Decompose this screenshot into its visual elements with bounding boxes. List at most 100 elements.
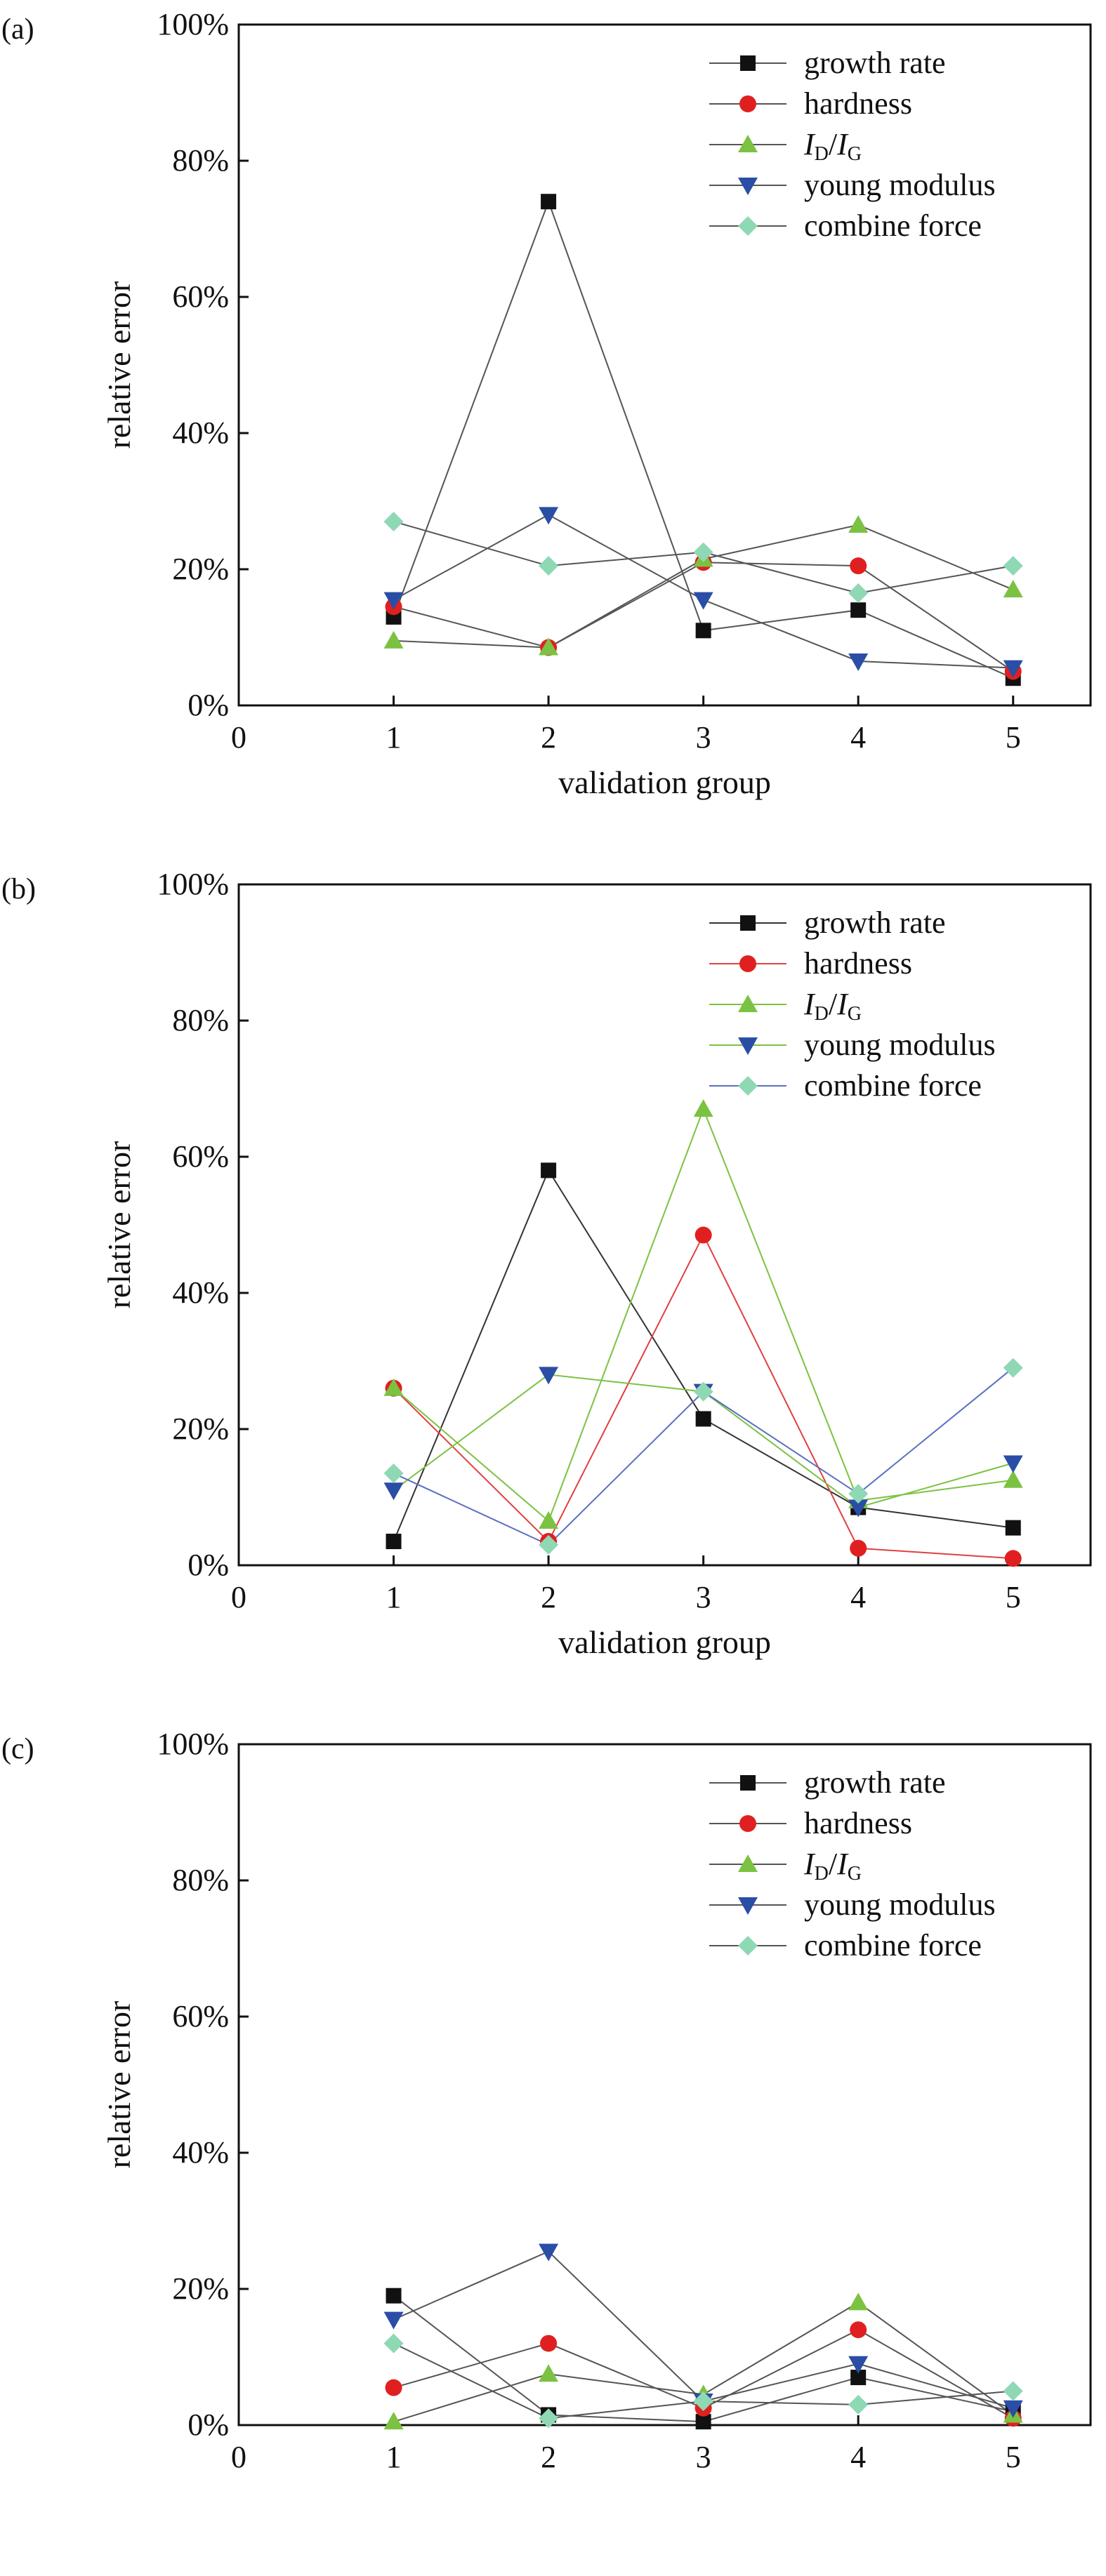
y-tick-label: 40% (172, 1275, 229, 1310)
legend-marker (738, 178, 758, 195)
x-tick-label: 5 (1006, 2440, 1021, 2474)
data-point (383, 1482, 404, 1501)
x-tick-label: 0 (231, 2440, 246, 2474)
data-point (540, 2335, 558, 2352)
legend-label: combine force (804, 1928, 982, 1963)
data-point (539, 2408, 559, 2429)
y-tick-label: 80% (172, 143, 229, 178)
legend-marker (739, 1815, 756, 1832)
data-point (539, 1367, 559, 1385)
data-point (383, 1463, 404, 1484)
data-point (850, 2370, 867, 2386)
data-point (385, 2379, 402, 2396)
y-tick-label: 100% (157, 1727, 229, 1761)
chart-svg-a: (a) 0% 20% 40% 60% 80% 100% 0 1 2 3 4 5 validation gr… (1, 7, 1092, 800)
legend-marker (738, 216, 758, 236)
data-point (694, 1226, 712, 1244)
data-point (848, 2394, 869, 2415)
data-point (383, 592, 404, 610)
legend-marker (738, 1037, 758, 1055)
data-point (1003, 1357, 1023, 1378)
y-tick-label: 60% (172, 1999, 229, 2033)
y-tick-label: 0% (187, 1548, 229, 1582)
legend-label: young modulus (804, 1028, 996, 1062)
y-tick-label: 100% (157, 7, 229, 41)
x-tick-label: 3 (696, 1580, 711, 1614)
series-line (393, 2250, 1014, 2409)
data-point (850, 557, 867, 575)
y-axis-label: relative error (101, 281, 137, 449)
data-point (1003, 2381, 1023, 2401)
y-tick-label: 60% (172, 279, 229, 314)
data-point (695, 2414, 711, 2430)
series-line (393, 1169, 1013, 1542)
legend-label: hardness (804, 946, 912, 981)
data-point (383, 2311, 404, 2330)
plot-frame (237, 23, 1092, 707)
x-tick-label: 0 (231, 1580, 246, 1614)
y-tick-label: 40% (172, 2135, 229, 2170)
y-tick-label: 60% (172, 1139, 229, 1174)
y-axis-label: relative error (101, 2001, 137, 2169)
chart-svg-b: (b) 0% 20% 40% 60% 80% 100% 0 1 2 3 4 5 validation gr… (1, 867, 1092, 1660)
panel-label: (c) (1, 1733, 34, 1765)
legend-label: growth rate (804, 1765, 946, 1800)
data-point (848, 1484, 869, 1504)
x-tick-label: 4 (850, 1580, 866, 1614)
data-point (539, 507, 559, 525)
data-point (693, 1099, 713, 1117)
data-point (1003, 580, 1023, 598)
data-point (848, 2356, 869, 2374)
legend-marker (738, 1897, 758, 1915)
x-axis-label: validation group (558, 1624, 771, 1660)
x-tick-label: 1 (386, 720, 402, 755)
data-point (693, 542, 713, 562)
y-tick-label: 80% (172, 1863, 229, 1897)
data-point (693, 2391, 713, 2412)
data-point (695, 1411, 711, 1427)
legend-marker (739, 955, 756, 972)
x-tick-label: 3 (696, 2440, 711, 2474)
series-line (393, 1107, 1013, 1522)
data-point (386, 2288, 402, 2304)
data-point (539, 2243, 559, 2262)
data-point (693, 592, 713, 610)
legend-marker (738, 995, 758, 1012)
legend-label: young modulus (804, 1887, 996, 1922)
data-point (383, 1378, 404, 1396)
x-tick-label: 5 (1006, 1580, 1021, 1614)
legend-label: ID/IG (803, 987, 862, 1025)
data-point (383, 512, 404, 532)
y-tick-label: 40% (172, 416, 229, 450)
x-tick-label: 3 (696, 720, 711, 755)
data-point (848, 2292, 869, 2311)
legend-marker (740, 915, 756, 931)
legend-marker (740, 55, 756, 71)
data-point (848, 1499, 869, 1518)
x-tick-label: 2 (541, 1580, 556, 1614)
plot-frame (237, 883, 1092, 1567)
data-point (383, 2333, 404, 2353)
y-tick-label: 0% (187, 688, 229, 722)
plot-frame (237, 1743, 1092, 2426)
panel-label: (b) (1, 873, 36, 905)
legend-marker (738, 1936, 758, 1956)
data-point (539, 1534, 559, 1555)
chart-panel-b: (b) 0% 20% 40% 60% 80% 100% 0 1 2 3 4 5 validation gr… (0, 860, 1106, 1716)
y-tick-label: 80% (172, 1003, 229, 1037)
x-tick-label: 4 (850, 720, 866, 755)
data-point (541, 194, 557, 210)
data-point (539, 1511, 559, 1529)
data-point (386, 1534, 402, 1550)
data-point (693, 1381, 713, 1402)
data-point (539, 556, 559, 576)
x-tick-label: 5 (1006, 720, 1021, 755)
y-tick-label: 0% (187, 2408, 229, 2442)
series-line (393, 562, 1014, 672)
data-point (848, 653, 869, 671)
data-point (541, 1162, 557, 1179)
data-point (1003, 2400, 1023, 2418)
x-axis-label: validation group (558, 764, 771, 800)
legend-label: combine force (804, 208, 982, 243)
y-tick-label: 100% (157, 867, 229, 901)
